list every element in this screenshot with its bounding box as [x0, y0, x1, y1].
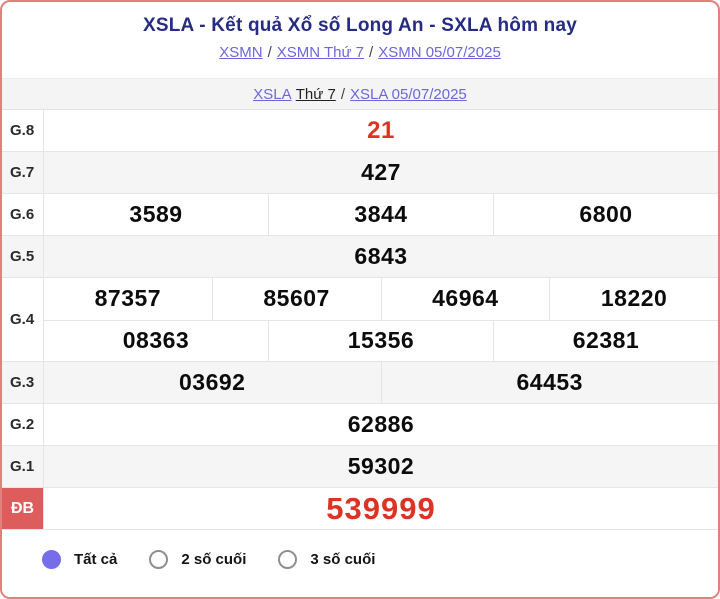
prize-row-g8: G.8 21	[2, 110, 718, 152]
breadcrumb-separator: /	[267, 44, 272, 61]
prize-number-g4-7: 62381	[493, 319, 718, 361]
prize-row-g1: G.1 59302	[2, 446, 718, 488]
prize-row-g3: G.3 03692 64453	[2, 362, 718, 404]
prize-number-g6-3: 6800	[493, 194, 718, 235]
prize-row-db: ĐB 539999	[2, 488, 718, 530]
radio-unselected-icon[interactable]	[149, 550, 169, 569]
breadcrumb-xsmn: XSMN / XSMN Thứ 7/XSMN 05/07/2025	[12, 44, 708, 61]
prize-row-g6: G.6 3589 3844 6800	[2, 194, 718, 236]
prize-number-g4-2: 85607	[211, 278, 381, 320]
prize-row-g5: G.5 6843	[2, 236, 718, 278]
prize-row-g2: G.2 62886	[2, 404, 718, 446]
prize-number-g6-2: 3844	[268, 194, 493, 235]
breadcrumb-link-xsmn[interactable]: XSMN	[219, 44, 263, 61]
filter-option-last3[interactable]: 3 số cuối	[278, 550, 375, 569]
header: XSLA - Kết quả Xổ số Long An - SXLA hôm …	[2, 2, 718, 78]
prize-number-g4-4: 18220	[549, 278, 718, 320]
prize-number-g6-1: 3589	[129, 201, 183, 227]
breadcrumb-text-thu7[interactable]: Thứ 7	[295, 85, 336, 103]
filter-label-all: Tất cả	[74, 551, 118, 568]
prize-number-g2: 62886	[347, 411, 415, 437]
prize-label-g1: G.1	[2, 446, 44, 487]
prize-number-g3-2: 64453	[380, 362, 719, 403]
prize-label-g3: G.3	[2, 362, 44, 403]
filter-option-all[interactable]: Tất cả	[42, 550, 117, 569]
prize-label-g7: G.7	[2, 152, 44, 193]
filter-option-last2[interactable]: 2 số cuối	[149, 550, 246, 569]
breadcrumb-separator: /	[340, 85, 345, 103]
breadcrumb-separator: /	[369, 44, 374, 61]
breadcrumb-link-xsmn-thu7[interactable]: XSMN Thứ 7	[276, 44, 365, 61]
prize-number-g8: 21	[367, 116, 395, 144]
prize-number-g1: 59302	[347, 453, 415, 479]
prize-number-g4-5: 08363	[44, 319, 268, 362]
radio-selected-icon[interactable]	[42, 550, 61, 569]
filter-label-last3: 3 số cuối	[310, 551, 376, 568]
page-title: XSLA - Kết quả Xổ số Long An - SXLA hôm …	[143, 15, 577, 36]
filter-bar: Tất cả 2 số cuối 3 số cuối	[2, 530, 718, 597]
prize-number-g4-3: 46964	[380, 278, 550, 320]
prize-label-g4: G.4	[2, 278, 44, 361]
prize-number-g5: 6843	[354, 243, 408, 269]
prize-label-g8: G.8	[2, 110, 44, 151]
breadcrumb-link-xsla-date[interactable]: XSLA 05/07/2025	[349, 85, 467, 103]
prize-number-db: 539999	[326, 490, 436, 526]
radio-unselected-icon[interactable]	[278, 550, 298, 569]
prize-number-g4-6: 15356	[268, 319, 493, 361]
breadcrumb-link-xsla[interactable]: XSLA	[253, 85, 292, 103]
breadcrumb-link-xsmn-date[interactable]: XSMN 05/07/2025	[378, 44, 501, 61]
prize-number-g3-1: 03692	[179, 369, 246, 395]
results-table: G.8 21 G.7 427 G.6 3589 3844 6800 G.5 68…	[2, 110, 718, 530]
prize-label-g6: G.6	[2, 194, 44, 235]
prize-number-g7: 427	[361, 159, 401, 185]
prize-row-g4: G.4 87357 85607 46964 18220 08363 15356 …	[2, 278, 718, 362]
prize-label-db: ĐB	[2, 488, 44, 529]
breadcrumb-xsla: XSLA Thứ 7/XSLA 05/07/2025	[2, 78, 718, 110]
prize-label-g5: G.5	[2, 236, 44, 277]
filter-label-last2: 2 số cuối	[181, 551, 247, 568]
prize-label-g2: G.2	[2, 404, 44, 445]
prize-number-g4-1: 87357	[94, 285, 162, 312]
prize-row-g7: G.7 427	[2, 152, 718, 194]
